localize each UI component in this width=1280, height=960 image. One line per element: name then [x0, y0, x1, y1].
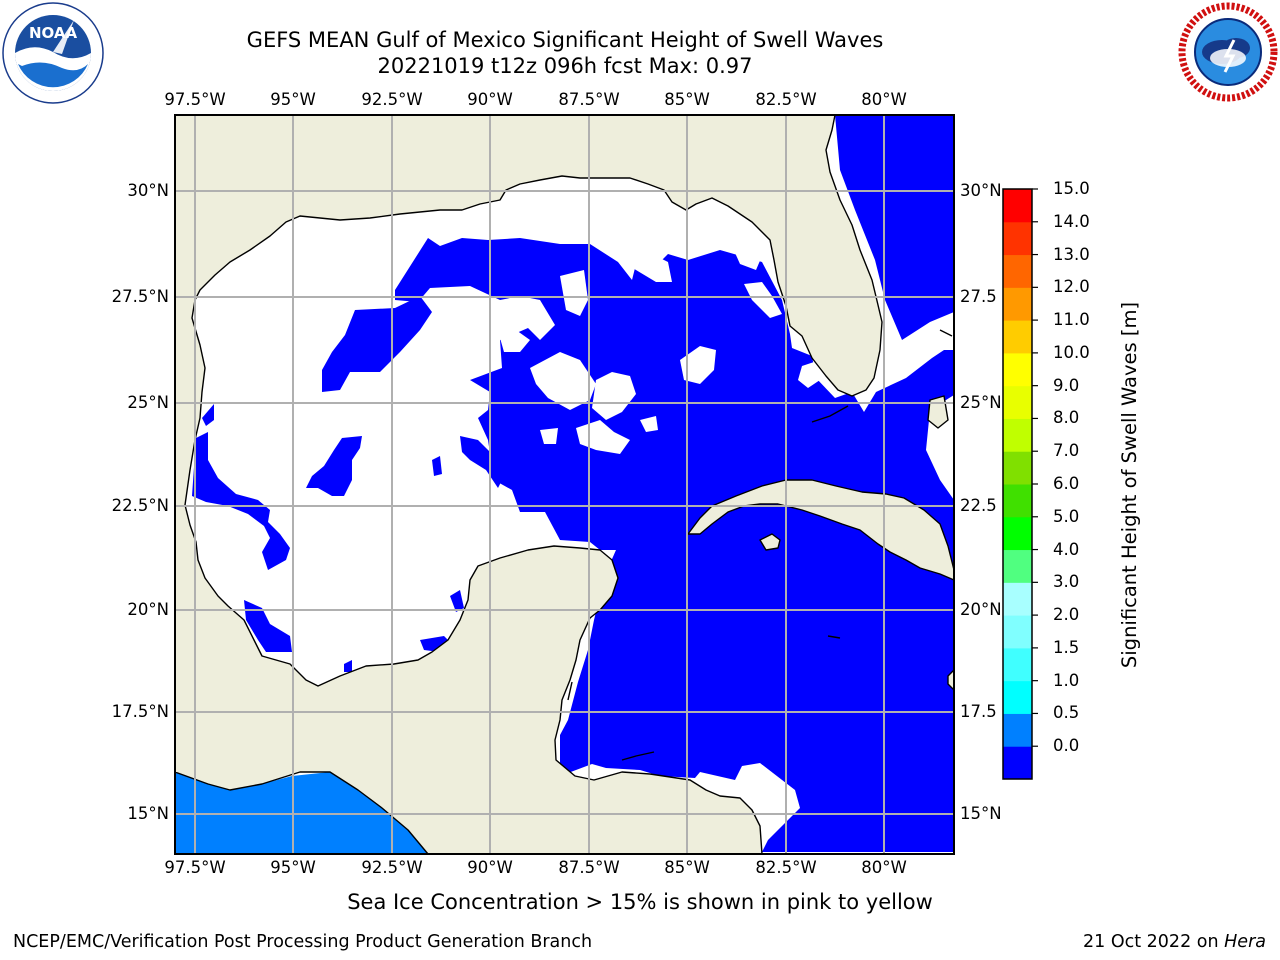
colorbar-segment — [1003, 746, 1032, 780]
noaa-logo-text: NOAA — [29, 24, 78, 42]
lon-label-bottom: 90°W — [467, 858, 513, 877]
colorbar-tick-label: 14.0 — [1053, 211, 1090, 231]
lon-label-bottom: 97.5°W — [164, 858, 226, 877]
chart-subtitle: 20221019 t12z 096h fcst Max: 0.97 — [377, 54, 753, 78]
map-area — [175, 115, 954, 854]
lon-label-top: 85°W — [664, 90, 710, 109]
lat-label-right: 15°N — [960, 804, 1002, 823]
colorbar-tick-label: 6.0 — [1053, 474, 1080, 493]
colorbar-segment — [1003, 189, 1032, 223]
lon-label-bottom: 92.5°W — [361, 858, 423, 877]
lat-label-left: 15°N — [127, 804, 169, 823]
run-date-credit: 21 Oct 2022 on Hera — [1083, 932, 1266, 952]
colorbar — [1003, 188, 1038, 780]
colorbar-segment — [1003, 549, 1032, 583]
colorbar-tick-label: 9.0 — [1053, 375, 1080, 395]
lon-label-top: 92.5°W — [361, 90, 423, 109]
colorbar-tick-label: 5.0 — [1053, 506, 1080, 526]
colorbar-tick-label: 4.0 — [1053, 539, 1080, 559]
colorbar-tick-label: 0.5 — [1053, 703, 1080, 723]
colorbar-tick-label: 12.0 — [1053, 277, 1090, 297]
colorbar-segment — [1003, 287, 1032, 321]
colorbar-segment — [1003, 713, 1032, 747]
map-frame — [174, 114, 955, 855]
colorbar-tick-label: 1.5 — [1053, 637, 1080, 657]
graticule — [175, 115, 954, 854]
colorbar-segment — [1003, 484, 1032, 518]
lon-label-bottom: 95°W — [270, 858, 316, 877]
lat-label-left: 22.5°N — [111, 496, 169, 515]
lon-label-top: 82.5°W — [755, 90, 817, 109]
nws-logo — [1178, 2, 1278, 102]
colorbar-tick-label: 1.0 — [1053, 670, 1080, 690]
colorbar-tick-label: 13.0 — [1053, 244, 1090, 264]
islands — [567, 329, 953, 761]
lat-label-right: 30°N — [960, 181, 1002, 200]
lat-label-right: 20°N — [960, 600, 1002, 619]
colorbar-tick-label: 10.0 — [1053, 342, 1090, 362]
colorbar-label: Significant Height of Swell Waves [m] — [1118, 301, 1141, 669]
colorbar-segment — [1003, 385, 1032, 419]
sea-ice-footnote: Sea Ice Concentration > 15% is shown in … — [347, 890, 933, 914]
colorbar-segment — [1003, 647, 1032, 682]
colorbar-tick-label: 0.0 — [1053, 736, 1080, 756]
colorbar-segment — [1003, 680, 1032, 714]
lon-label-top: 90°W — [467, 90, 513, 109]
colorbar-segment — [1003, 221, 1032, 256]
lat-label-left: 30°N — [127, 181, 169, 200]
lat-label-right: 17.5 — [960, 702, 997, 721]
lon-label-bottom: 85°W — [664, 858, 710, 877]
colorbar-tick-label: 11.0 — [1053, 310, 1090, 330]
host-name: Hera — [1224, 932, 1266, 952]
colorbar-segment — [1003, 451, 1032, 485]
swell-low-regions — [192, 115, 954, 852]
colorbar-tick-label: 7.0 — [1053, 441, 1080, 461]
lon-label-top: 95°W — [270, 90, 316, 109]
lat-label-right: 25°N — [960, 393, 1002, 412]
colorbar-tick-label: 15.0 — [1053, 179, 1090, 198]
colorbar-segment — [1003, 418, 1032, 452]
lon-label-bottom: 87.5°W — [558, 858, 620, 877]
lon-label-top: 87.5°W — [558, 90, 620, 109]
chart-title: GEFS MEAN Gulf of Mexico Significant Hei… — [246, 28, 884, 52]
lat-label-left: 27.5°N — [111, 287, 169, 306]
producer-credit: NCEP/EMC/Verification Post Processing Pr… — [13, 932, 593, 952]
colorbar-tick-label: 8.0 — [1053, 408, 1080, 428]
lat-label-left: 25°N — [127, 393, 169, 412]
lon-label-bottom: 82.5°W — [755, 858, 817, 877]
colorbar-tick-label: 2.0 — [1053, 605, 1080, 625]
colorbar-tick-label: 3.0 — [1053, 572, 1080, 592]
noaa-logo: NOAA — [2, 2, 104, 104]
lon-label-bottom: 80°W — [861, 858, 907, 877]
colorbar-segment — [1003, 254, 1032, 288]
lat-label-right: 27.5 — [960, 287, 997, 306]
colorbar-segment — [1003, 352, 1032, 387]
lon-label-top: 80°W — [861, 90, 907, 109]
colorbar-segment — [1003, 582, 1032, 616]
lon-label-top: 97.5°W — [164, 90, 226, 109]
colorbar-segment — [1003, 320, 1032, 354]
colorbar-segment — [1003, 615, 1032, 649]
run-date: 21 Oct 2022 on — [1083, 932, 1225, 952]
colorbar-segment — [1003, 516, 1032, 551]
ocean-holes — [500, 236, 820, 454]
lat-label-left: 20°N — [127, 600, 169, 619]
lat-label-right: 22.5 — [960, 496, 997, 515]
colorbar-frame — [1002, 188, 1033, 780]
lat-label-left: 17.5°N — [111, 702, 169, 721]
